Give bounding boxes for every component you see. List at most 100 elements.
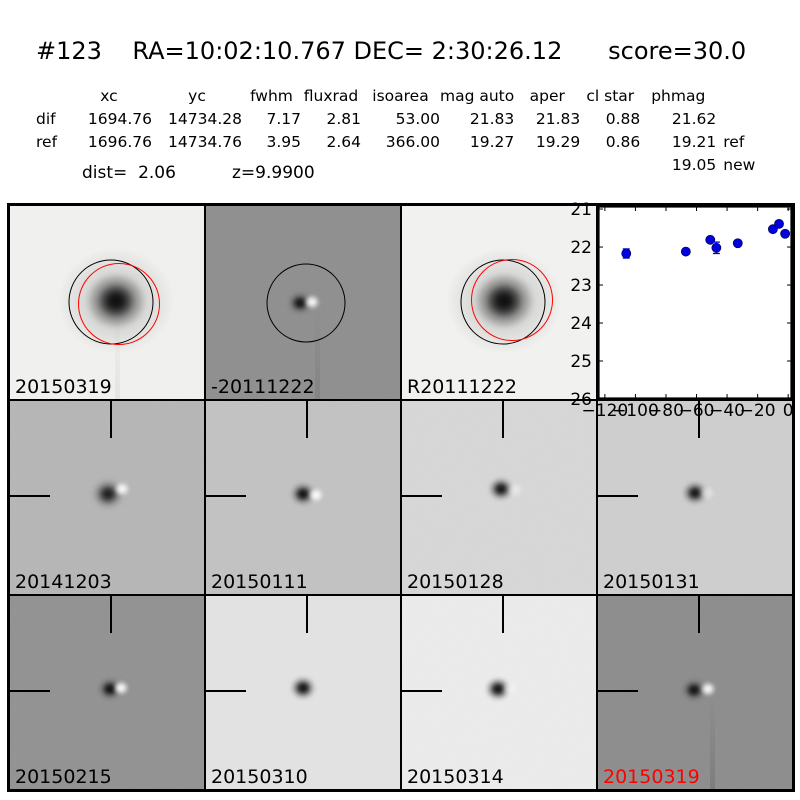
svg-text:22: 22 [570, 238, 592, 258]
cell-fluxrad: 2.64 [326, 133, 361, 151]
cell-xc: 1694.76 [87, 110, 152, 128]
cell-mag-auto [440, 154, 514, 177]
cutout-epoch-3: 20150128 [401, 400, 597, 595]
cutout-new-image: 20150319 [9, 205, 205, 400]
photometry-header-row: xc yc fwhm fluxrad isoarea mag auto aper… [36, 85, 762, 108]
cutout-date-label: -20111222 [211, 376, 315, 399]
crosshair-left-tick [206, 494, 246, 497]
cell-fluxrad: 2.81 [326, 110, 361, 128]
col-header-cl-star: cl star [586, 87, 635, 105]
crosshair-left-tick [402, 494, 442, 497]
residual-bright-spot [506, 482, 523, 498]
residual-bright-spot [501, 681, 518, 697]
aperture-circle-red [470, 258, 553, 341]
residual-bright-spot [112, 680, 129, 696]
col-header-yc: yc [188, 87, 206, 105]
crosshair-left-tick [598, 689, 638, 692]
cell-aper: 19.29 [535, 133, 581, 151]
residual-bright-spot [698, 485, 715, 501]
column-streak [709, 696, 715, 789]
svg-text:26: 26 [570, 390, 592, 410]
photometry-row-new: 19.05 new [36, 154, 762, 177]
col-header-mag-auto: mag auto [440, 87, 515, 105]
photometry-row-ref: ref 1696.76 14734.76 3.95 2.64 366.00 19… [36, 131, 762, 154]
cell-isoarea: 366.00 [385, 133, 440, 151]
crosshair-top-tick [697, 596, 700, 633]
cell-aper [514, 154, 580, 177]
cell-aper: 21.83 [535, 110, 581, 128]
row-label: ref [36, 133, 58, 151]
svg-text:−20: −20 [740, 401, 776, 421]
cell-mag-auto: 19.27 [469, 133, 515, 151]
cell-yc: 14734.76 [168, 133, 242, 151]
cutout-epoch-1: 20141203 [9, 400, 205, 595]
cutout-date-label: 20150319 [603, 766, 700, 789]
cutout-diff-image: -20111222 [205, 205, 401, 400]
photometry-table: xc yc fwhm fluxrad isoarea mag auto aper… [36, 85, 762, 177]
col-header-phmag: phmag [651, 87, 706, 105]
cutout-date-label: 20150111 [211, 571, 308, 594]
crosshair-left-tick [598, 494, 638, 497]
col-header-fwhm: fwhm [250, 87, 293, 105]
svg-text:0: 0 [783, 401, 794, 421]
cell-mag-auto: 21.83 [469, 110, 515, 128]
cell-cl-star: 0.86 [605, 133, 641, 151]
cutout-date-label: 20141203 [15, 571, 112, 594]
cell-cl-star: 0.88 [605, 110, 641, 128]
cutout-date-label: 20150310 [211, 766, 308, 789]
dist-label: dist= 2.06 [82, 163, 176, 183]
cutout-epoch-7: 20150314 [401, 595, 597, 790]
cell-phmag: 19.05 [671, 156, 717, 174]
cell-phmag: 19.21 [671, 133, 717, 151]
row-label [36, 154, 66, 177]
svg-text:23: 23 [570, 276, 592, 296]
source-blob [290, 675, 316, 700]
cutout-date-label: R20111222 [407, 376, 517, 399]
cell-isoarea: 53.00 [395, 110, 440, 128]
svg-text:25: 25 [570, 352, 592, 372]
cutout-date-label: 20150128 [407, 571, 504, 594]
cutout-date-label: 20150131 [603, 571, 700, 594]
cell-isoarea [361, 154, 440, 177]
svg-text:24: 24 [570, 314, 592, 334]
svg-text:21: 21 [570, 200, 592, 220]
crosshair-top-tick [305, 401, 308, 438]
aperture-circle-red [77, 263, 160, 346]
crosshair-top-tick [697, 401, 700, 438]
residual-bright-spot [307, 487, 324, 503]
cutout-epoch-5: 20150215 [9, 595, 205, 790]
cutout-ref-image: R20111222 [401, 205, 597, 400]
cell-xc: 1696.76 [87, 133, 152, 151]
crosshair-top-tick [501, 401, 504, 438]
cell-suffix [716, 108, 762, 131]
aperture-circle-black [266, 263, 346, 343]
col-header-fluxrad: fluxrad [303, 87, 359, 105]
crosshair-top-tick [109, 596, 112, 633]
crosshair-top-tick [501, 596, 504, 633]
crosshair-left-tick [206, 689, 246, 692]
lightcurve-plot: −120 −100 −80 −60 −40 −20 0 21 22 23 24 25 26 [570, 200, 793, 421]
cutout-date-label: 20150215 [15, 766, 112, 789]
residual-bright-spot [699, 681, 716, 697]
crosshair-left-tick [402, 689, 442, 692]
cutout-epoch-4: 20150131 [597, 400, 793, 595]
cell-suffix: new [723, 156, 756, 174]
photometry-row-dif: dif 1694.76 14734.28 7.17 2.81 53.00 21.… [36, 108, 762, 131]
crosshair-top-tick [109, 401, 112, 438]
page-title: #123 RA=10:02:10.767 DEC= 2:30:26.12 sco… [36, 37, 747, 65]
cell-yc: 14734.28 [168, 110, 242, 128]
col-header-xc: xc [100, 87, 118, 105]
cutout-date-label: 20150314 [407, 766, 504, 789]
cell-phmag: 21.62 [671, 110, 717, 128]
cutout-epoch-2: 20150111 [205, 400, 401, 595]
col-header-isoarea: isoarea [372, 87, 429, 105]
cell-suffix: ref [723, 133, 745, 151]
col-header-suffix [716, 85, 762, 108]
cutout-date-label: 20150319 [15, 376, 112, 399]
cell-fwhm: 7.17 [266, 110, 301, 128]
z-label: z=9.9900 [232, 163, 315, 183]
crosshair-top-tick [305, 596, 308, 633]
col-header-aper: aper [529, 87, 565, 105]
crosshair-left-tick [10, 689, 50, 692]
